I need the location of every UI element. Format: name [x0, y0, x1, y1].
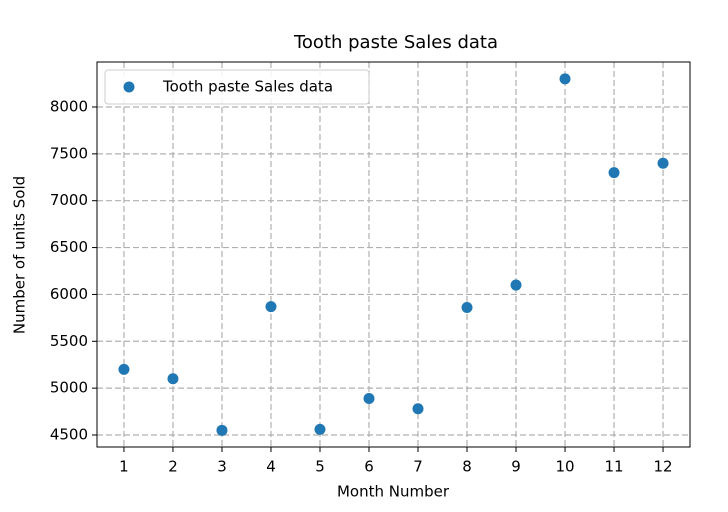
point: [412, 403, 424, 415]
y-tick-label: 5000: [50, 379, 88, 397]
point: [510, 279, 522, 291]
x-tick-label: 12: [653, 458, 672, 476]
y-tick-label: 8000: [50, 97, 88, 115]
legend-label: Tooth paste Sales data: [162, 78, 333, 96]
x-tick-label: 3: [217, 458, 227, 476]
x-tick-label: 10: [555, 458, 574, 476]
point: [363, 392, 375, 404]
point: [265, 301, 277, 313]
x-tick-label: 6: [364, 458, 374, 476]
point: [118, 363, 130, 375]
x-tick-label: 7: [413, 458, 423, 476]
y-tick-label: 7000: [50, 191, 88, 209]
x-tick-label: 1: [119, 458, 129, 476]
x-tick-label: 5: [315, 458, 325, 476]
y-tick-label: 6500: [50, 238, 88, 256]
y-tick-label: 6000: [50, 285, 88, 303]
legend-marker: [123, 81, 135, 93]
x-axis-label: Month Number: [337, 483, 450, 501]
legend-box: [104, 69, 370, 105]
chart-title: Tooth paste Sales data: [293, 32, 498, 53]
y-tick-label: 5500: [50, 332, 88, 350]
y-axis-label: Number of units Sold: [11, 176, 29, 334]
x-tick-label: 9: [511, 458, 521, 476]
point: [608, 167, 620, 179]
y-tick-label: 7500: [50, 144, 88, 162]
point: [167, 373, 179, 385]
point: [657, 157, 669, 169]
point: [216, 424, 228, 436]
x-tick-label: 11: [604, 458, 623, 476]
y-tick-label: 4500: [50, 426, 88, 444]
plot-frame: [96, 61, 691, 448]
x-tick-label: 4: [266, 458, 276, 476]
x-tick-label: 2: [168, 458, 178, 476]
x-tick-label: 8: [462, 458, 472, 476]
point: [461, 302, 473, 314]
point: [559, 73, 571, 85]
point: [314, 423, 326, 435]
